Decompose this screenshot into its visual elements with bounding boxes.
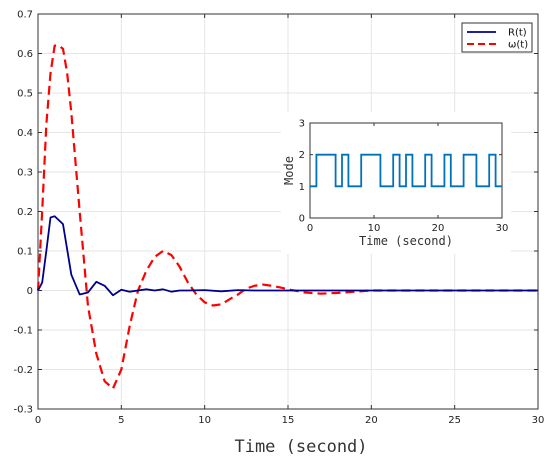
legend-box xyxy=(461,22,533,53)
inset-x-axis-title: Time (second) xyxy=(359,234,453,248)
inset-x-tick-label: 10 xyxy=(368,223,381,234)
y-tick-label: 0 xyxy=(27,286,33,297)
inset-x-tick-label: 30 xyxy=(496,223,509,234)
x-tick-label: 15 xyxy=(282,415,295,426)
x-tick-label: 10 xyxy=(198,415,211,426)
x-tick-label: 30 xyxy=(532,415,545,426)
y-tick-label: -0.2 xyxy=(13,365,33,376)
x-tick-label: 0 xyxy=(35,415,41,426)
inset-x-tick-label: 20 xyxy=(432,223,445,234)
y-tick-label: -0.1 xyxy=(13,326,33,337)
inset-y-tick-label: 1 xyxy=(299,182,305,193)
inset-y-tick-label: 2 xyxy=(299,150,305,161)
x-axis-title: Time (second) xyxy=(234,437,367,457)
inset-mode-plot: 0 10 20 30 0 1 2 3 Time (second) Mode xyxy=(281,112,511,254)
x-tick-label: 20 xyxy=(365,415,378,426)
inset-y-tick-label: 0 xyxy=(299,214,305,225)
y-tick-label: 0.4 xyxy=(17,128,33,139)
y-tick-label: 0.5 xyxy=(17,89,33,100)
inset-x-tick-label: 0 xyxy=(307,223,313,234)
x-tick-label: 5 xyxy=(118,415,124,426)
x-tick-label: 25 xyxy=(448,415,461,426)
y-tick-label: 0.1 xyxy=(17,247,33,258)
inset-y-tick-label: 3 xyxy=(299,119,305,130)
y-tick-label: 0.6 xyxy=(17,49,33,60)
y-tick-label: 0.7 xyxy=(17,10,33,21)
legend-label-omega: ω(t) xyxy=(508,40,528,51)
y-tick-label: 0.2 xyxy=(17,207,33,218)
series-line-mode xyxy=(310,153,502,188)
series-line-omega xyxy=(36,44,538,390)
legend-label-R: R(t) xyxy=(508,28,527,39)
series-line-R xyxy=(37,215,538,297)
y-tick-label: 0.3 xyxy=(17,168,33,179)
inset-y-axis-title: Mode xyxy=(282,156,296,185)
legend: R(t)ω(t) xyxy=(461,22,533,53)
y-tick-label: -0.3 xyxy=(13,405,33,416)
